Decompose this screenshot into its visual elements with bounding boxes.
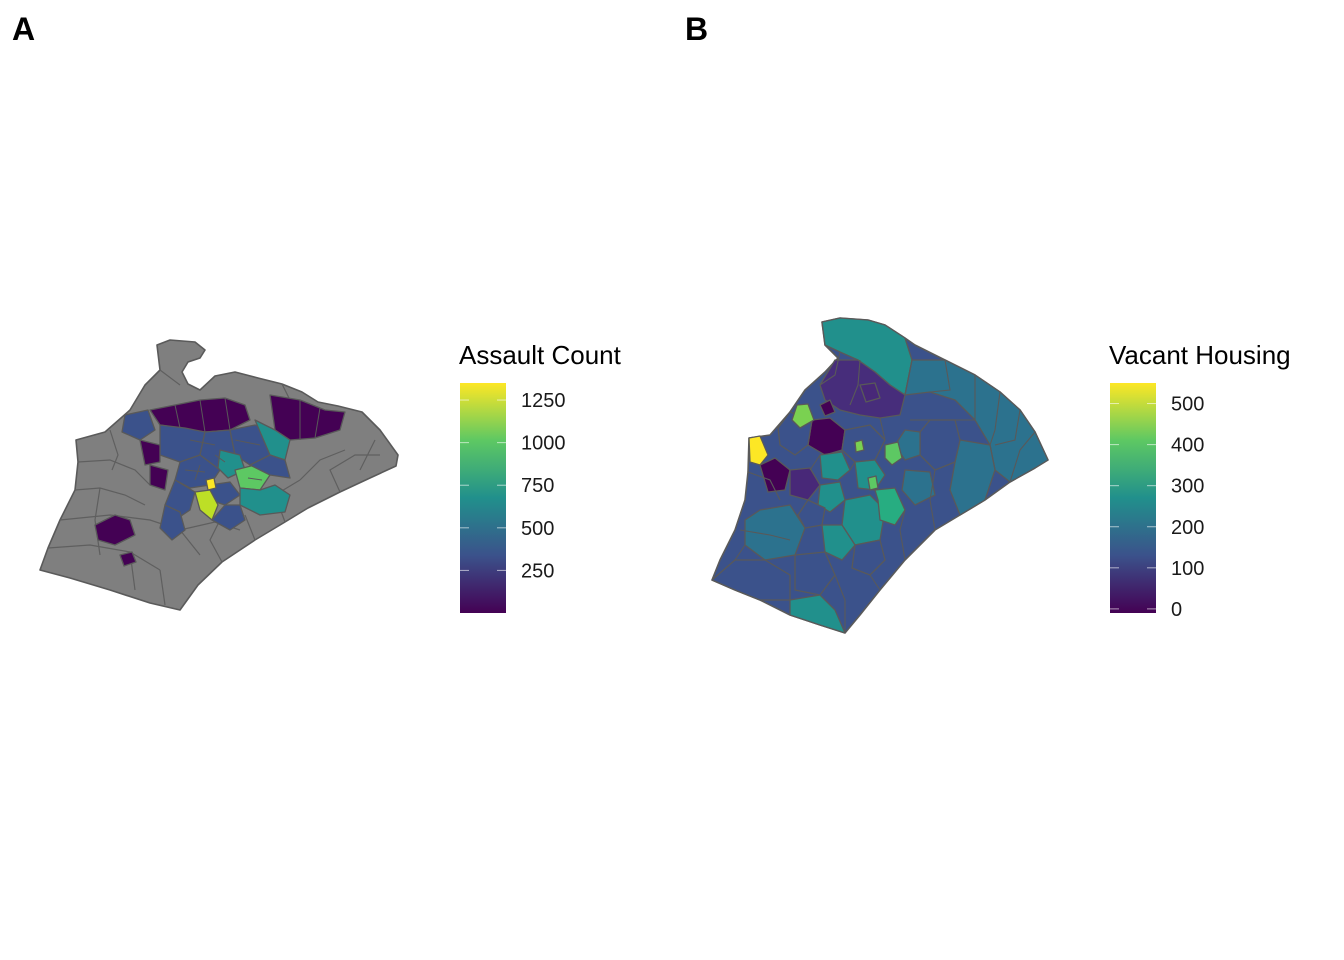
colorbar-tick-label: 0 [1171, 599, 1182, 621]
colorbar-tick-label: 500 [521, 518, 554, 540]
tract [121, 409, 156, 441]
tract [211, 504, 246, 531]
colorbar-tick-label: 200 [1171, 517, 1204, 539]
tract [205, 477, 217, 491]
tract [94, 514, 136, 546]
tract [149, 464, 169, 491]
tract [819, 399, 836, 417]
tract [817, 481, 846, 513]
colorbar-tick-label: 400 [1171, 435, 1204, 457]
colorbar-tick-label: 750 [521, 475, 554, 497]
tract [139, 439, 161, 466]
tract [851, 539, 886, 576]
tract [239, 484, 291, 516]
tract [794, 551, 836, 596]
tract [821, 524, 856, 561]
tract [884, 441, 903, 466]
inner-tract-lines-a [174, 397, 321, 481]
tract [874, 487, 906, 526]
tract [159, 504, 186, 541]
tract [867, 475, 879, 491]
colorbar-ticks-b: 0 100 200 300 400 500 [1110, 394, 1204, 621]
tract [249, 454, 291, 479]
tract [797, 499, 826, 529]
legend-a: Assault Count 250 500 750 1000 1250 [459, 340, 622, 613]
tract [711, 559, 791, 601]
panel-label-a: A [12, 11, 36, 47]
colorbar-tick-label: 250 [521, 560, 554, 582]
tract [789, 467, 821, 501]
map-vacant-housing [711, 317, 1049, 634]
tract [748, 435, 769, 466]
tract [119, 551, 137, 567]
colorbar-tick-label: 300 [1171, 476, 1204, 498]
panel-label-b: B [685, 11, 709, 47]
tract [759, 457, 791, 493]
tract [819, 451, 851, 481]
tract [859, 382, 881, 403]
colorbar-tick-label: 1000 [521, 433, 566, 455]
colorbar-ticks-a: 250 500 750 1000 1250 [460, 390, 566, 582]
colorbar-tick-label: 1250 [521, 390, 566, 412]
tract [254, 419, 291, 461]
county-outline-a [39, 339, 399, 611]
tract [791, 403, 815, 429]
map-assault-count [39, 339, 399, 611]
colorbar-tick-label: 500 [1171, 394, 1204, 416]
tract [744, 504, 806, 561]
colorbar-tick-label: 100 [1171, 558, 1204, 580]
tract [854, 439, 865, 453]
legend-b: Vacant Housing 0 100 200 300 400 500 [1109, 340, 1291, 621]
colorbar-a [460, 383, 506, 613]
legend-title-a: Assault Count [459, 340, 622, 370]
tract [901, 469, 936, 506]
legend-title-b: Vacant Housing [1109, 340, 1291, 370]
inner-tract-lines-b [734, 337, 1036, 633]
colorbar-b [1110, 383, 1156, 613]
